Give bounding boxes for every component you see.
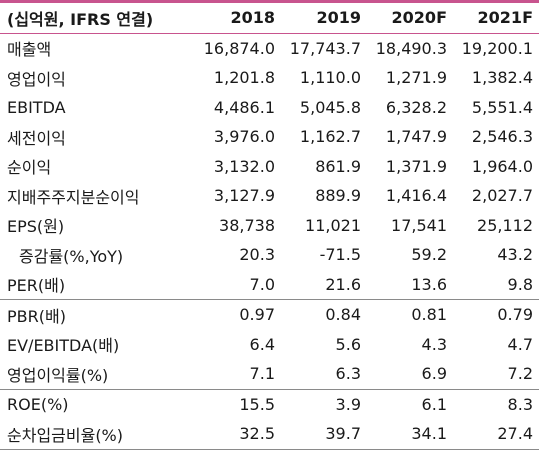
row-label: 증감률(%,YoY): [19, 246, 124, 266]
row-label: 영업이익: [7, 69, 66, 89]
row-value: 38,738: [219, 215, 275, 235]
row-value: 1,964.0: [471, 156, 533, 176]
row-value: -71.5: [319, 245, 361, 265]
table-row: 순이익 3,132.0 861.9 1,371.9 1,964.0: [0, 152, 539, 182]
row-value: 13.6: [411, 274, 447, 294]
row-label: 지배주주지분순이익: [7, 187, 140, 207]
row-value: 6.4: [249, 334, 275, 354]
table-row: 매출액 16,874.0 17,743.7 18,490.3 19,200.1: [0, 33, 539, 63]
row-value: 34.1: [367, 419, 453, 450]
row-value: 1,416.4: [385, 186, 447, 206]
table-row: 영업이익 1,201.8 1,110.0 1,271.9 1,382.4: [0, 63, 539, 93]
row-value: 27.4: [453, 419, 539, 450]
row-value: 3.9: [281, 388, 367, 419]
row-label: ROE(%): [0, 388, 195, 419]
row-label: EPS(원): [7, 217, 65, 237]
row-value: 8.3: [453, 388, 539, 419]
row-label: PBR(배): [0, 299, 195, 330]
table-row: 순차입금비율(%) 32.5 39.7 34.1 27.4: [0, 419, 539, 450]
row-value: 1,162.7: [299, 127, 361, 147]
row-label: 순차입금비율(%): [0, 419, 195, 450]
row-value: 7.0: [249, 274, 275, 294]
row-value: 1,201.8: [213, 68, 275, 88]
table-row: 세전이익 3,976.0 1,162.7 1,747.9 2,546.3: [0, 122, 539, 152]
row-label: 매출액: [7, 40, 52, 60]
row-value: 5,551.4: [471, 97, 533, 117]
table-row: ROE(%) 15.5 3.9 6.1 8.3: [0, 388, 539, 419]
row-value: 6,328.2: [385, 97, 447, 117]
row-label: EV/EBITDA(배): [7, 336, 120, 356]
row-value: 16,874.0: [203, 38, 275, 58]
row-value: 2,027.7: [471, 186, 533, 206]
row-value: 0.97: [195, 299, 281, 330]
row-value: 6.1: [367, 388, 453, 419]
row-value: 25,112: [477, 215, 533, 235]
row-label: PER(배): [7, 276, 66, 296]
row-value: 17,541: [391, 215, 447, 235]
table-row: 지배주주지분순이익 3,127.9 889.9 1,416.4 2,027.7: [0, 181, 539, 211]
row-value: 5.6: [335, 334, 361, 354]
row-value: 0.81: [367, 299, 453, 330]
row-value: 1,110.0: [299, 68, 361, 88]
year-header: 2019: [281, 3, 367, 34]
row-value: 4,486.1: [213, 97, 275, 117]
row-value: 861.9: [315, 156, 361, 176]
table-row: EV/EBITDA(배) 6.4 5.6 4.3 4.7: [0, 330, 539, 360]
unit-label: (십억원, IFRS 연결): [0, 3, 195, 34]
row-value: 6.3: [335, 364, 361, 384]
row-value: 9.8: [507, 274, 533, 294]
table-row: EPS(원) 38,738 11,021 17,541 25,112: [0, 211, 539, 241]
table-row: EBITDA 4,486.1 5,045.8 6,328.2 5,551.4: [0, 93, 539, 123]
row-value: 1,371.9: [385, 156, 447, 176]
row-value: 3,976.0: [213, 127, 275, 147]
row-value: 3,132.0: [213, 156, 275, 176]
row-value: 4.3: [421, 334, 447, 354]
table-row: 영업이익률(%) 7.1 6.3 6.9 7.2: [0, 359, 539, 389]
row-value: 2,546.3: [471, 127, 533, 147]
row-value: 1,271.9: [385, 68, 447, 88]
row-value: 3,127.9: [213, 186, 275, 206]
year-header: 2021F: [453, 3, 539, 34]
row-value: 19,200.1: [461, 38, 533, 58]
table-row: 증감률(%,YoY) 20.3 -71.5 59.2 43.2: [0, 240, 539, 270]
row-value: 15.5: [195, 388, 281, 419]
row-value: 20.3: [239, 245, 275, 265]
financial-summary-table: (십억원, IFRS 연결) 2018 2019 2020F 2021F 매출액…: [0, 3, 539, 450]
row-value: 59.2: [411, 245, 447, 265]
row-value: 18,490.3: [375, 38, 447, 58]
row-value: 32.5: [195, 419, 281, 450]
row-value: 0.84: [281, 299, 367, 330]
table-row: PBR(배) 0.97 0.84 0.81 0.79: [0, 299, 539, 330]
row-value: 6.9: [421, 364, 447, 384]
row-label: 영업이익률(%): [7, 365, 109, 385]
row-value: 7.2: [507, 364, 533, 384]
row-value: 43.2: [497, 245, 533, 265]
row-label: 세전이익: [7, 128, 66, 148]
row-value: 5,045.8: [299, 97, 361, 117]
row-value: 4.7: [507, 334, 533, 354]
row-value: 889.9: [315, 186, 361, 206]
row-value: 7.1: [249, 364, 275, 384]
row-value: 1,747.9: [385, 127, 447, 147]
row-label: 순이익: [7, 158, 52, 178]
row-label: EBITDA: [7, 97, 66, 117]
year-header: 2020F: [367, 3, 453, 34]
header-row: (십억원, IFRS 연결) 2018 2019 2020F 2021F: [0, 3, 539, 34]
row-value: 21.6: [325, 274, 361, 294]
year-header: 2018: [195, 3, 281, 34]
table-row: PER(배) 7.0 21.6 13.6 9.8: [0, 270, 539, 300]
row-value: 39.7: [281, 419, 367, 450]
row-value: 0.79: [453, 299, 539, 330]
row-value: 1,382.4: [471, 68, 533, 88]
header-top-rule: [0, 0, 539, 3]
row-value: 11,021: [305, 215, 361, 235]
row-value: 17,743.7: [289, 38, 361, 58]
